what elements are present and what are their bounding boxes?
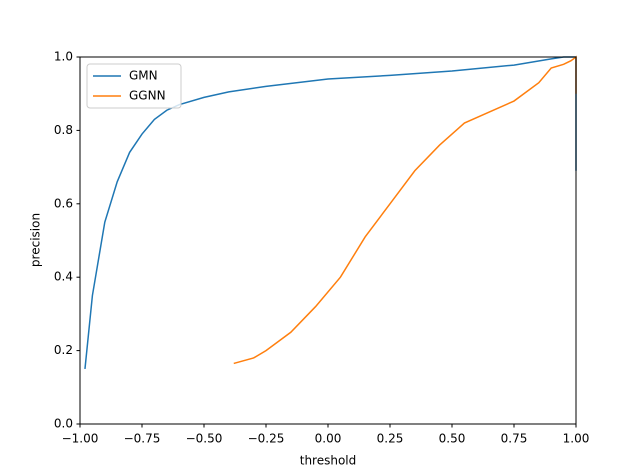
x-tick-label: −1.00 <box>62 432 99 446</box>
legend-label: GGNN <box>129 89 166 103</box>
legend-box <box>86 63 182 109</box>
x-tick-label: 1.00 <box>563 432 590 446</box>
x-tick-label: 0.25 <box>377 432 404 446</box>
x-tick-label: −0.75 <box>124 432 161 446</box>
x-tick-label: 0.00 <box>315 432 342 446</box>
y-tick-label: 0.2 <box>54 343 73 357</box>
plot-frame <box>79 56 577 425</box>
y-tick-label: 0.6 <box>54 196 73 210</box>
x-tick-label: 0.50 <box>439 432 466 446</box>
y-tick-label: 0.4 <box>54 270 73 284</box>
y-tick-label: 0.8 <box>54 123 73 137</box>
y-tick-label: 1.0 <box>54 50 73 64</box>
y-tick-label: 0.0 <box>54 417 73 431</box>
line-series <box>84 56 577 370</box>
legend-label: GMN <box>129 69 158 83</box>
x-axis-label: threshold <box>300 454 357 468</box>
line-series <box>233 55 577 365</box>
x-tick-label: −0.50 <box>186 432 223 446</box>
x-tick-label: −0.25 <box>248 432 285 446</box>
x-tick-label: 0.75 <box>501 432 528 446</box>
y-axis-label: precision <box>29 213 43 267</box>
